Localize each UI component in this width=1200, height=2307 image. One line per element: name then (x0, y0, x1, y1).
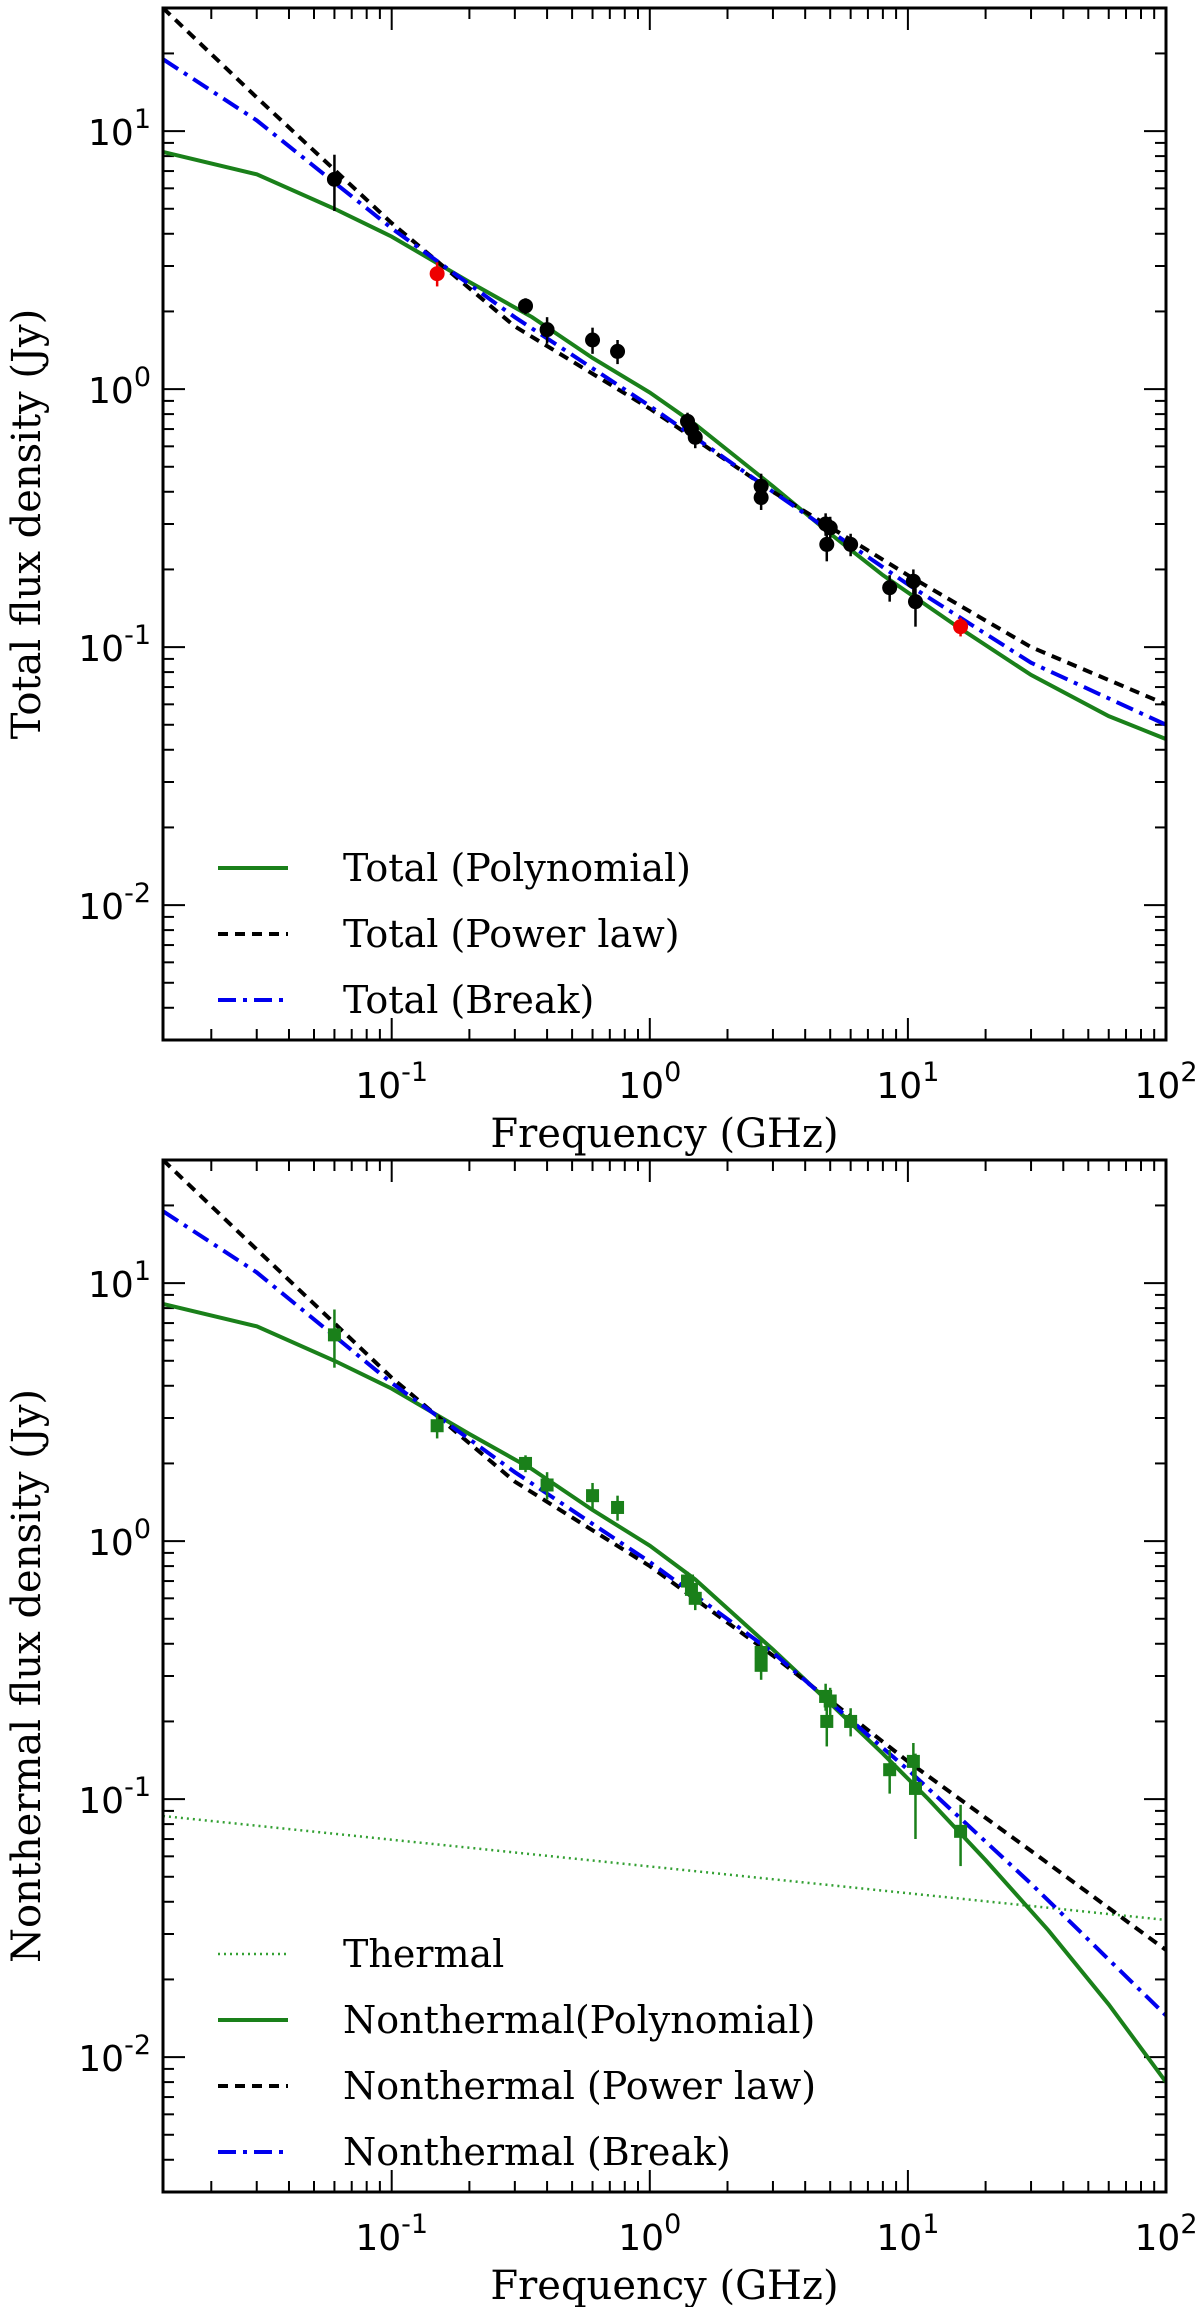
data-point (908, 1781, 922, 1795)
data-point (953, 619, 969, 635)
series-line-dashed (163, 8, 1166, 707)
y-tick-label: 10-2 (78, 878, 151, 928)
data-point (586, 1489, 600, 1503)
data-point (429, 266, 445, 282)
y-axis-label: Total flux density (Jy) (4, 309, 50, 739)
data-point (819, 536, 835, 552)
legend-label: Nonthermal (Break) (343, 2130, 731, 2174)
data-point (540, 1478, 554, 1492)
legend-label: Nonthermal (Power law) (343, 2064, 816, 2108)
axis-ticks (163, 1159, 1167, 2193)
x-tick-label: 100 (618, 2209, 681, 2259)
x-tick-label: 100 (618, 1057, 681, 1107)
legend: Thermal Nonthermal(Polynomial) Nonthermal … (218, 1932, 816, 2174)
data-point (822, 520, 838, 536)
data-point (843, 536, 859, 552)
data-point (518, 298, 534, 314)
x-axis-label: Frequency (GHz) (490, 2263, 838, 2307)
y-axis-label: Nonthermal flux density (Jy) (4, 1389, 50, 1963)
data-point (954, 1824, 968, 1838)
data-points (327, 1309, 968, 1867)
series-line-dashdot (163, 57, 1166, 727)
y-tick-label: 101 (88, 1256, 151, 1306)
data-point (905, 573, 921, 589)
legend: Total (Polynomial) Total (Power law) Total… (218, 846, 691, 1022)
axis-ticks (163, 7, 1167, 1041)
data-points (326, 154, 969, 637)
x-tick-label: 102 (1135, 2209, 1198, 2259)
series-line-solid (163, 150, 1166, 741)
legend-label: Total (Power law) (343, 912, 680, 956)
y-tick-label: 100 (88, 1514, 151, 1564)
series-line-solid (163, 1302, 1166, 2084)
legend-label: Thermal (343, 1932, 504, 1976)
nonthermal-flux-panel: 10-1 100 101 102 10-2 10-1 100 101 Frequency (GH… (4, 1158, 1198, 2307)
x-tick-label: 10-1 (355, 2209, 428, 2259)
data-point (823, 1694, 837, 1708)
y-tick-label: 10-2 (78, 2030, 151, 2080)
data-point (882, 580, 898, 596)
data-point (820, 1714, 834, 1728)
y-tick-label: 101 (88, 104, 151, 154)
x-axis-label: Frequency (GHz) (490, 1111, 838, 1157)
x-tick-label: 101 (876, 2209, 939, 2259)
plot-frame (161, 6, 1168, 1042)
x-tick-label: 102 (1135, 1057, 1198, 1107)
data-point (430, 1419, 444, 1433)
data-point (687, 429, 703, 445)
series-line-dashdot (163, 1209, 1166, 2017)
legend-label: Total (Polynomial) (343, 846, 691, 890)
plot-frame (161, 1158, 1168, 2194)
data-point (326, 171, 342, 187)
total-flux-panel: 10-1 100 101 102 10-2 10-1 100 101 Frequency (GH… (4, 6, 1198, 1157)
data-point (327, 1328, 341, 1342)
data-point (585, 332, 601, 348)
data-point (907, 594, 923, 610)
data-point (611, 1500, 625, 1514)
data-point (539, 322, 555, 338)
x-tick-label: 101 (876, 1057, 939, 1107)
series-lines (163, 8, 1166, 741)
legend-label: Total (Break) (343, 978, 594, 1022)
series-line-dashed (163, 1160, 1166, 1952)
legend-label: Nonthermal(Polynomial) (343, 1998, 815, 2042)
data-point (844, 1714, 858, 1728)
series-lines (163, 1160, 1166, 2084)
series-line-dotted (163, 1814, 1166, 1922)
x-tick-label: 10-1 (355, 1057, 428, 1107)
y-tick-label: 100 (88, 362, 151, 412)
data-point (688, 1591, 702, 1605)
data-point (754, 1658, 768, 1672)
y-tick-label: 10-1 (78, 1772, 151, 1822)
data-point (883, 1763, 897, 1777)
data-point (753, 490, 769, 506)
data-point (906, 1754, 920, 1768)
data-point (610, 343, 626, 359)
y-tick-label: 10-1 (78, 620, 151, 670)
data-point (519, 1456, 533, 1470)
